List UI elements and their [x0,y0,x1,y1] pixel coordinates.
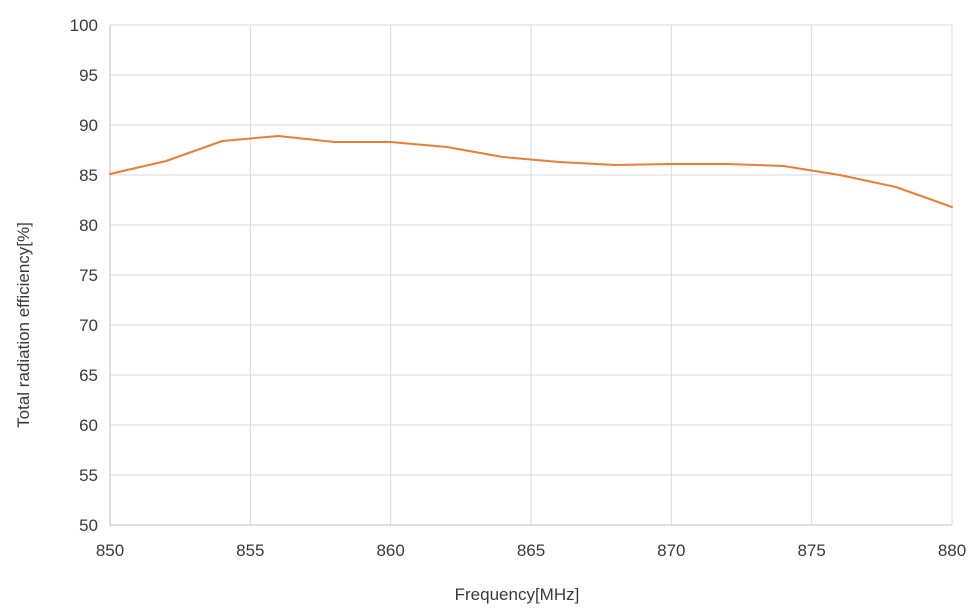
x-tick-label: 850 [96,541,124,560]
y-tick-label: 75 [79,266,98,285]
x-axis-title: Frequency[MHz] [455,585,580,604]
tick-labels: 50 55 60 65 70 75 80 85 90 95 100 850 855 860 865 870 87… [70,16,967,560]
axis-layer [109,25,952,526]
y-tick-label: 95 [79,66,98,85]
y-axis-title: Total radiation efficiency[%] [14,222,33,428]
y-tick-label: 85 [79,166,98,185]
grid-layer [110,24,953,525]
y-tick-label: 100 [70,16,98,35]
series-line [109,135,953,208]
y-tick-label: 60 [79,416,98,435]
x-tick-label: 875 [797,541,825,560]
x-tick-label: 855 [236,541,264,560]
x-tick-label: 860 [376,541,404,560]
y-tick-label: 90 [79,116,98,135]
y-tick-label: 80 [79,216,98,235]
x-tick-label: 865 [517,541,545,560]
x-tick-label: 870 [657,541,685,560]
y-tick-label: 50 [79,516,98,535]
y-tick-label: 65 [79,366,98,385]
x-tick-label: 880 [938,541,966,560]
y-tick-label: 70 [79,316,98,335]
series-layer [109,135,953,208]
y-tick-label: 55 [79,466,98,485]
